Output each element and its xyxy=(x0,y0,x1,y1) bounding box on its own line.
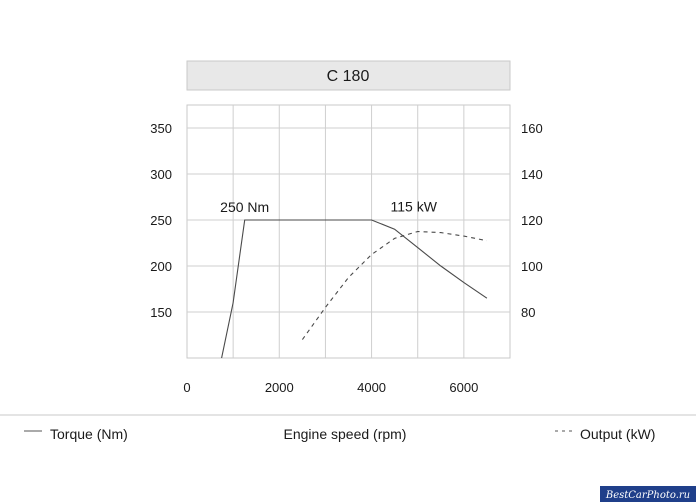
chart-title: C 180 xyxy=(327,68,370,85)
grid xyxy=(187,105,510,358)
watermark: BestCarPhoto.ru xyxy=(600,486,696,502)
y-left-tick-label: 150 xyxy=(150,305,172,320)
y-left-tick-label: 200 xyxy=(150,259,172,274)
y-left-tick-labels: 150 200 250 300 350 xyxy=(150,121,172,320)
annotation-peak-output: 115 kW xyxy=(390,199,437,215)
legend: Torque (Nm) Engine speed (rpm) Output (k… xyxy=(24,426,655,442)
plot-area xyxy=(186,104,511,359)
x-axis-label: Engine speed (rpm) xyxy=(284,426,407,442)
series-torque-line xyxy=(221,219,488,359)
y-right-tick-label: 120 xyxy=(521,213,543,228)
x-tick-label: 6000 xyxy=(449,380,478,395)
y-right-tick-label: 100 xyxy=(521,259,543,274)
annotations: 250 Nm 115 kW xyxy=(220,199,438,216)
plot-frame xyxy=(186,104,511,359)
legend-torque-label: Torque (Nm) xyxy=(50,426,128,442)
y-left-tick-label: 250 xyxy=(150,213,172,228)
x-tick-labels: 0 2000 4000 6000 xyxy=(183,380,478,395)
watermark-bg xyxy=(600,486,696,502)
y-left-tick-label: 300 xyxy=(150,167,172,182)
watermark-text: BestCarPhoto.ru xyxy=(605,490,690,501)
y-right-tick-label: 140 xyxy=(521,167,543,182)
y-left-tick-label: 350 xyxy=(150,121,172,136)
series-layer xyxy=(221,219,488,359)
x-tick-label: 4000 xyxy=(357,380,386,395)
legend-output-label: Output (kW) xyxy=(580,426,655,442)
y-right-tick-label: 80 xyxy=(521,305,535,320)
x-tick-label: 0 xyxy=(183,380,190,395)
y-right-tick-labels: 80 100 120 140 160 xyxy=(521,121,543,320)
series-output-line xyxy=(301,230,488,340)
title-box xyxy=(186,60,511,91)
annotation-peak-torque: 250 Nm xyxy=(220,199,269,215)
y-right-tick-label: 160 xyxy=(521,121,543,136)
x-tick-label: 2000 xyxy=(265,380,294,395)
